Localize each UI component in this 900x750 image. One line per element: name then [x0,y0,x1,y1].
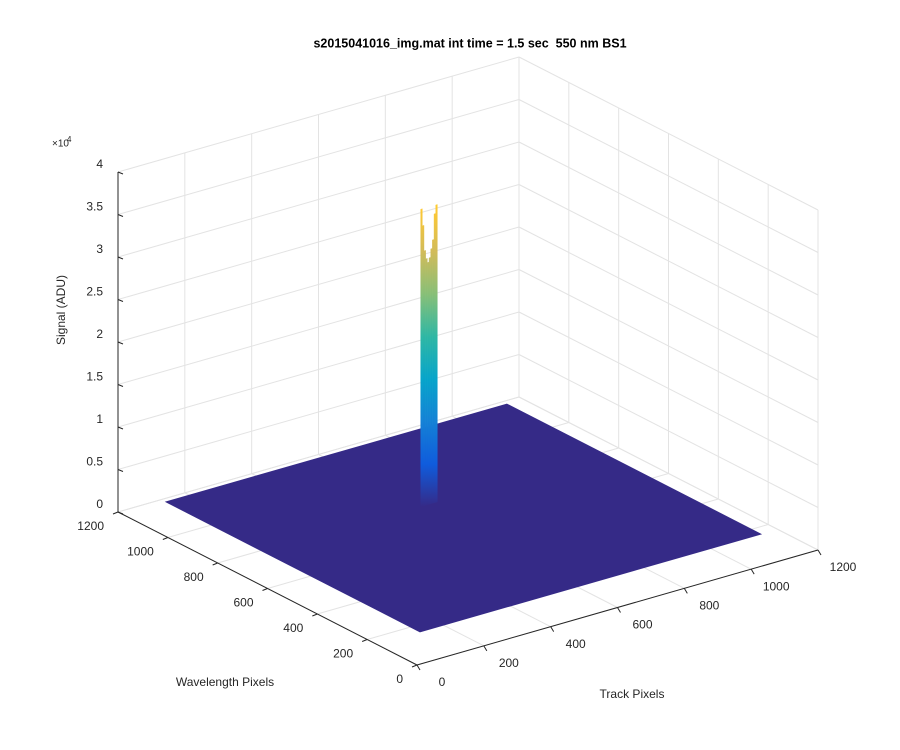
z-tick [117,384,124,387]
y-tick [212,562,218,566]
grid-line [518,226,819,381]
grid-line [117,226,520,343]
z-tick-label: 0.5 [86,455,103,469]
y-tick-label: 0 [396,672,403,686]
grid-line [518,269,819,423]
grid-line [117,354,520,470]
surface-spike [435,204,438,503]
z-tick [117,171,124,175]
z-tick [117,299,124,302]
x-tick [483,645,488,652]
x-tick-label: 600 [632,618,652,632]
z-tick-label: 3.5 [86,200,103,214]
z-tick [117,214,124,217]
surface-spike [432,239,435,504]
x-tick [416,664,421,671]
surface-spike [427,261,430,506]
y-axis-label: Wavelength Pixels [176,675,274,689]
grid-line [117,184,520,300]
grid-line [518,396,819,551]
y-tick [262,588,268,591]
grid-line [518,99,819,253]
marks [164,204,763,633]
x-tick-label: 200 [499,656,519,670]
x-tick-label: 800 [699,599,719,613]
y-tick-label: 400 [283,621,303,635]
surface-spike [430,248,433,505]
grid-line [518,141,819,296]
z-tick-label: 2 [96,327,103,341]
y-tick-label: 1200 [77,519,104,533]
y-tick-label: 800 [184,570,204,584]
surface-spike [422,225,425,507]
y-tick-label: 1000 [127,545,154,559]
axes: 0200400600800100012000200400600800100012… [77,157,856,689]
z-tick [117,341,124,345]
surface-spike [423,250,426,507]
z-tick [117,469,124,472]
z-tick-label: 2.5 [86,285,103,299]
x-tick [750,568,755,575]
z-exponent-power: 4 [67,135,72,144]
x-tick-label: 1000 [763,579,790,593]
surface-spike [420,208,423,508]
surface-spike [433,213,436,504]
grid-line [117,99,520,215]
y-tick [162,537,169,540]
surface-floor [164,403,763,633]
y-tick [361,639,368,642]
x-tick [817,549,822,556]
x-tick-label: 1200 [830,560,857,574]
x-tick-label: 0 [439,675,446,689]
grid-line [117,311,520,428]
z-tick-label: 3 [96,242,103,256]
grid-line [518,184,819,338]
z-tick [117,511,124,515]
z-tick [117,256,124,260]
z-tick-label: 1.5 [86,370,103,384]
grid-line [518,311,819,466]
y-tick [411,664,418,668]
grid-line [117,396,520,513]
grid-line [518,354,819,508]
y-tick-label: 600 [233,596,253,610]
grid-line [117,269,520,385]
z-exponent-base: ×10 [52,139,69,150]
x-tick [550,626,555,632]
grid-line [518,56,819,211]
z-axis-label: Signal (ADU) [54,275,68,345]
surface-spike [428,257,431,505]
y-tick-label: 200 [333,647,353,661]
y-tick [312,613,318,617]
x-axis-label: Track Pixels [600,687,665,701]
x-tick [683,588,688,594]
z-tick-label: 1 [96,412,103,426]
y-tick [112,511,119,515]
x-tick [617,607,621,613]
x-tick-label: 400 [566,637,586,651]
z-tick [117,426,124,430]
chart-title: s2015041016_img.mat int time = 1.5 sec 5… [313,36,626,50]
grid-line [117,56,520,173]
grid-line [117,141,520,258]
surface-spike [425,258,428,506]
z-tick-label: 0 [96,497,103,511]
z-tick-label: 4 [96,157,103,171]
